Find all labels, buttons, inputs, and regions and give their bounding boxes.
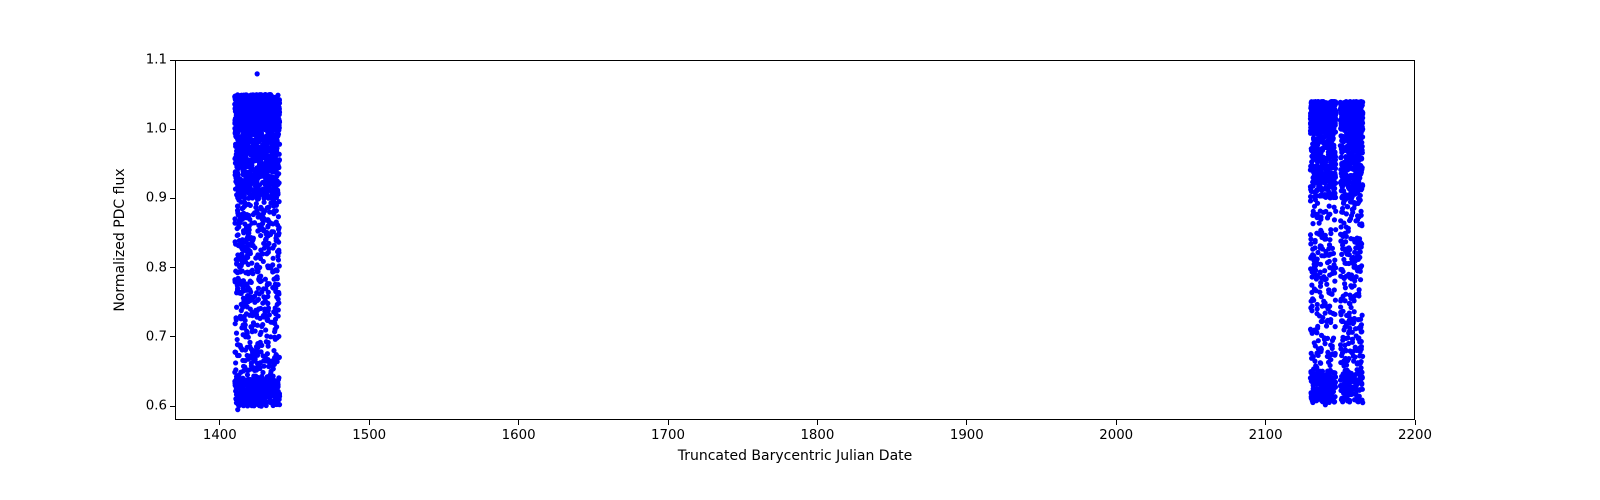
x-tick-label: 1400 [203, 428, 237, 443]
x-tick-mark [966, 420, 967, 425]
x-tick-label: 2100 [1249, 428, 1283, 443]
x-tick-mark [219, 420, 220, 425]
x-tick-mark [668, 420, 669, 425]
axes [175, 60, 1415, 420]
y-tick-mark [170, 406, 175, 407]
x-tick-label: 1800 [800, 428, 834, 443]
x-tick-label: 1900 [950, 428, 984, 443]
y-tick-label: 0.9 [146, 191, 167, 206]
x-tick-mark [1415, 420, 1416, 425]
x-tick-mark [1116, 420, 1117, 425]
y-tick-label: 0.8 [146, 260, 167, 275]
y-tick-mark [170, 336, 175, 337]
y-tick-mark [170, 60, 175, 61]
y-tick-mark [170, 198, 175, 199]
scatter-plot [175, 60, 1415, 420]
x-tick-mark [817, 420, 818, 425]
x-tick-label: 1600 [502, 428, 536, 443]
x-axis-label: Truncated Barycentric Julian Date [678, 448, 913, 464]
x-tick-mark [1265, 420, 1266, 425]
x-tick-label: 1700 [651, 428, 685, 443]
x-tick-label: 1500 [352, 428, 386, 443]
y-tick-label: 1.0 [146, 122, 167, 137]
y-tick-mark [170, 267, 175, 268]
y-tick-mark [170, 129, 175, 130]
y-tick-label: 0.6 [146, 399, 167, 414]
x-tick-label: 2000 [1099, 428, 1133, 443]
x-tick-mark [369, 420, 370, 425]
y-tick-label: 0.7 [146, 329, 167, 344]
plot-area [175, 60, 1415, 420]
y-tick-label: 1.1 [146, 53, 167, 68]
figure: 1400 1500 1600 1700 1800 1900 2000 2100 2200 0.6… [0, 0, 1600, 500]
y-axis-label: Normalized PDC flux [112, 168, 128, 311]
x-tick-label: 2200 [1398, 428, 1432, 443]
x-tick-mark [518, 420, 519, 425]
